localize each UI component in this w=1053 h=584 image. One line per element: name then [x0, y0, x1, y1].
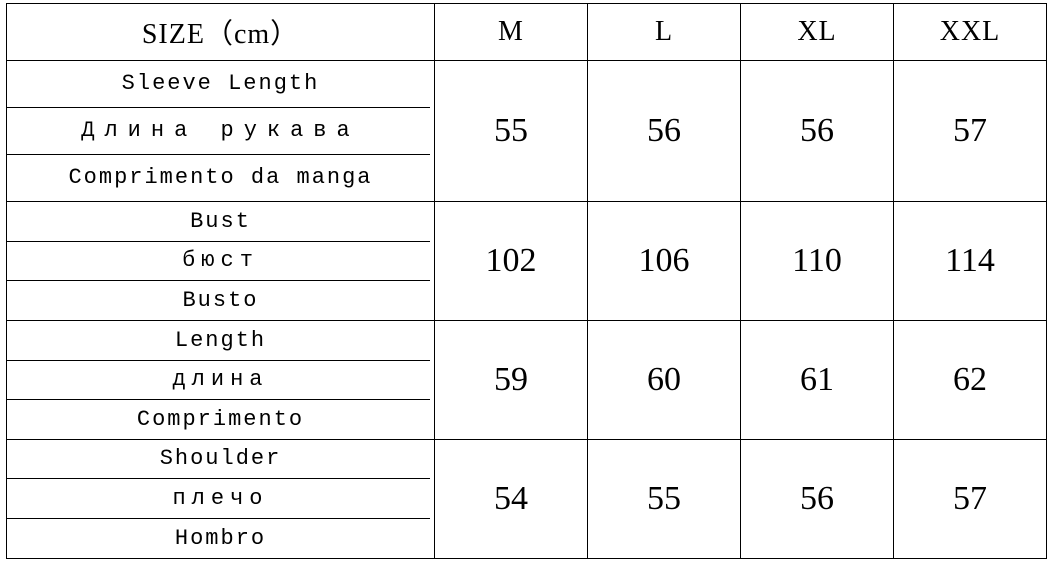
label-pt: Busto: [7, 282, 434, 319]
table-row: Bust бюст Busto 102 106 110 114: [7, 202, 1047, 321]
cell-value: 55: [435, 61, 588, 202]
cell-value: 56: [588, 61, 741, 202]
label-en: Bust: [7, 203, 434, 240]
header-size-xxl: XXL: [894, 4, 1047, 61]
label-pt: Comprimento da manga: [7, 159, 434, 196]
cell-value: 55: [588, 439, 741, 558]
label-en: Length: [7, 322, 434, 359]
table-row: Sleeve Length Длина рукава Comprimento d…: [7, 61, 1047, 202]
cell-value: 114: [894, 202, 1047, 321]
cell-value: 59: [435, 320, 588, 439]
header-row: SIZE（cm） M L XL XXL: [7, 4, 1047, 61]
size-chart-container: SIZE（cm） M L XL XXL Sleeve Length Длина …: [0, 0, 1053, 584]
cell-value: 54: [435, 439, 588, 558]
cell-value: 110: [741, 202, 894, 321]
cell-value: 106: [588, 202, 741, 321]
header-label: SIZE（cm）: [7, 4, 435, 61]
label-ru: длина: [7, 361, 434, 398]
label-pt: Comprimento: [7, 401, 434, 438]
table-row: Length длина Comprimento 59 60 61 62: [7, 320, 1047, 439]
header-size-m: M: [435, 4, 588, 61]
table-row: Shoulder плечо Hombro 54 55 56 57: [7, 439, 1047, 558]
header-size-l: L: [588, 4, 741, 61]
label-en: Shoulder: [7, 440, 434, 477]
label-pt: Hombro: [7, 520, 434, 557]
cell-value: 102: [435, 202, 588, 321]
cell-value: 56: [741, 439, 894, 558]
cell-value: 62: [894, 320, 1047, 439]
row-label-cell: Shoulder плечо Hombro: [7, 439, 435, 558]
label-ru: плечо: [7, 480, 434, 517]
cell-value: 57: [894, 61, 1047, 202]
cell-value: 61: [741, 320, 894, 439]
cell-value: 60: [588, 320, 741, 439]
row-label-cell: Sleeve Length Длина рукава Comprimento d…: [7, 61, 435, 202]
label-en: Sleeve Length: [7, 65, 434, 102]
label-ru: бюст: [7, 242, 434, 279]
row-label-cell: Length длина Comprimento: [7, 320, 435, 439]
row-label-cell: Bust бюст Busto: [7, 202, 435, 321]
size-chart-table: SIZE（cm） M L XL XXL Sleeve Length Длина …: [6, 3, 1047, 559]
cell-value: 56: [741, 61, 894, 202]
label-ru: Длина рукава: [7, 112, 434, 149]
cell-value: 57: [894, 439, 1047, 558]
header-size-xl: XL: [741, 4, 894, 61]
